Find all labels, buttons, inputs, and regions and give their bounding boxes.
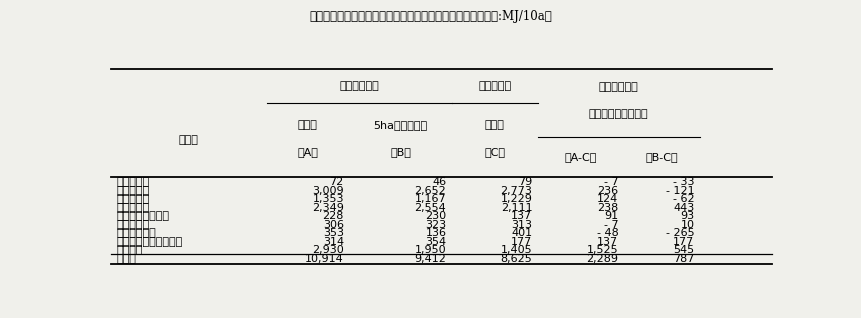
Text: （B）: （B） [389, 147, 411, 157]
Text: 賃借料・料金: 賃借料・料金 [116, 228, 156, 238]
Text: 1,525: 1,525 [586, 245, 617, 255]
Text: 72: 72 [329, 177, 344, 187]
Text: 3,009: 3,009 [312, 185, 344, 196]
Text: （A-C）: （A-C） [564, 152, 596, 162]
Text: - 7: - 7 [603, 219, 617, 230]
Text: （C）: （C） [484, 147, 505, 157]
Text: 水　利　費: 水 利 費 [116, 219, 150, 230]
Text: 建物・土地改良設備費: 建物・土地改良設備費 [116, 237, 183, 246]
Text: 2,349: 2,349 [312, 203, 344, 212]
Text: 230: 230 [424, 211, 446, 221]
Text: 314: 314 [322, 237, 344, 246]
Text: （B-C）: （B-C） [645, 152, 678, 162]
Text: 2,930: 2,930 [312, 245, 344, 255]
Text: 354: 354 [424, 237, 446, 246]
Text: 177: 177 [672, 237, 694, 246]
Text: 91: 91 [604, 211, 617, 221]
Text: 136: 136 [424, 228, 446, 238]
Text: 401: 401 [511, 228, 532, 238]
Text: 228: 228 [322, 211, 344, 221]
Text: - 7: - 7 [603, 177, 617, 187]
Text: 1,950: 1,950 [414, 245, 446, 255]
Text: 236: 236 [597, 185, 617, 196]
Text: 306: 306 [323, 219, 344, 230]
Text: その他の諸材料費: その他の諸材料費 [116, 211, 170, 221]
Text: 農機具費: 農機具費 [116, 245, 143, 255]
Text: - 121: - 121 [665, 185, 694, 196]
Text: 8,625: 8,625 [500, 254, 532, 265]
Text: 79: 79 [517, 177, 532, 187]
Text: 545: 545 [672, 245, 694, 255]
Text: 9,412: 9,412 [414, 254, 446, 265]
Text: 全国販売農家: 全国販売農家 [339, 81, 379, 91]
Text: - 265: - 265 [665, 228, 694, 238]
Text: 1,167: 1,167 [414, 194, 446, 204]
Text: 合　計: 合 計 [116, 254, 136, 265]
Text: 表１　協業化に伴う費目別投入エネルギーの削減効果（単位:MJ/10a）: 表１ 協業化に伴う費目別投入エネルギーの削減効果（単位:MJ/10a） [309, 10, 552, 23]
Text: 費　目: 費 目 [178, 135, 199, 145]
Text: 443: 443 [672, 203, 694, 212]
Text: - 62: - 62 [672, 194, 694, 204]
Text: 93: 93 [679, 211, 694, 221]
Text: 137: 137 [511, 211, 532, 221]
Text: 1,405: 1,405 [500, 245, 532, 255]
Text: 177: 177 [511, 237, 532, 246]
Text: 1,229: 1,229 [500, 194, 532, 204]
Text: - 33: - 33 [672, 177, 694, 187]
Text: 協業経営体: 協業経営体 [478, 81, 511, 91]
Text: 353: 353 [323, 228, 344, 238]
Text: 137: 137 [597, 237, 617, 246]
Text: 種　苗　費: 種 苗 費 [116, 177, 150, 187]
Text: 5ha以上平均値: 5ha以上平均値 [373, 120, 427, 130]
Text: 1,353: 1,353 [312, 194, 344, 204]
Text: 2,773: 2,773 [500, 185, 532, 196]
Text: 46: 46 [431, 177, 446, 187]
Text: 協業化に伴う: 協業化に伴う [598, 82, 638, 92]
Text: 農業薬剤費: 農業薬剤費 [116, 194, 150, 204]
Text: 2,554: 2,554 [414, 203, 446, 212]
Text: 238: 238 [597, 203, 617, 212]
Text: 肥　料　費: 肥 料 費 [116, 185, 150, 196]
Text: 2,111: 2,111 [500, 203, 532, 212]
Text: 平均値: 平均値 [484, 120, 504, 130]
Text: 10: 10 [679, 219, 694, 230]
Text: 10,914: 10,914 [305, 254, 344, 265]
Text: 平均値: 平均値 [298, 120, 318, 130]
Text: （A）: （A） [297, 147, 318, 157]
Text: 323: 323 [424, 219, 446, 230]
Text: 124: 124 [597, 194, 617, 204]
Text: 投入エネルギー削減: 投入エネルギー削減 [588, 109, 647, 119]
Text: 787: 787 [672, 254, 694, 265]
Text: 313: 313 [511, 219, 532, 230]
Text: 2,289: 2,289 [585, 254, 617, 265]
Text: 光熱動力費: 光熱動力費 [116, 203, 150, 212]
Text: 2,652: 2,652 [414, 185, 446, 196]
Text: - 48: - 48 [596, 228, 617, 238]
